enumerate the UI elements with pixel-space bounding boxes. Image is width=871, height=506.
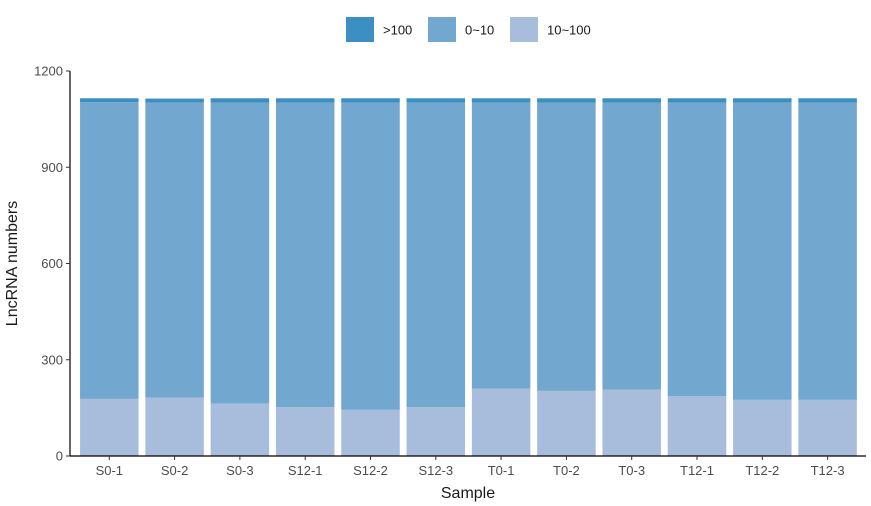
bar-segment [275,102,335,408]
bar-stack-S0-1 [80,98,139,456]
bar-segment [275,98,335,103]
y-tick-label: 1200 [34,64,63,79]
bar-segment [406,102,466,408]
bar-segment [210,102,270,404]
bar-segment [602,389,661,456]
legend-swatch [346,17,374,42]
x-tick-label: S0-2 [161,463,188,478]
y-axis-title: LncRNA numbers [4,201,21,326]
bar-stack-S0-3 [210,98,270,456]
bar-segment [145,397,204,456]
legend-item: 0~10 [428,17,494,42]
bar-segment [733,102,792,400]
bar-segment [798,98,857,103]
y-tick-label: 600 [41,256,63,271]
bar-segment [733,399,792,456]
bar-segment [602,102,661,390]
bar-stack-S12-3 [406,98,466,456]
x-tick-label: T12-3 [811,463,845,478]
bar-segment [210,403,270,456]
bar-segment [145,102,204,398]
bar-segment [406,407,466,456]
bar-stack-T0-3 [602,98,661,456]
bar-stack-S12-2 [341,98,400,456]
x-ticks: S0-1 S0-2 S0-3 S12-1 S12-2 S12-3 T0-1 T0-2 T0-3 T… [96,456,845,478]
x-tick-label: S12-3 [418,463,453,478]
bar-segment [80,98,139,103]
bar-segment [471,102,531,389]
bar-segment [667,396,727,456]
bar-segment [667,102,727,396]
bar-segment [145,98,204,103]
bar-segment [471,98,531,103]
x-tick-label: S0-1 [96,463,123,478]
legend-label: 0~10 [465,23,494,38]
y-tick-label: 0 [56,449,63,464]
bar-stack-T0-1 [471,98,531,457]
y-tick-label: 300 [41,352,63,367]
bar-stack-S12-1 [275,98,335,456]
bars [80,98,857,457]
bar-segment [80,398,139,456]
bar-segment [80,102,139,399]
bar-segment [733,98,792,103]
y-tick-label: 900 [41,160,63,175]
bar-segment [341,409,400,456]
bar-segment [537,102,596,391]
bar-segment [341,98,400,103]
x-tick-label: S12-1 [288,463,323,478]
bar-segment [798,102,857,400]
bar-stack-T12-3 [798,98,857,456]
axes: 0 300 600 900 1200 S0-1 S0-2 S0-3 S12-1 S12-2 S12… [34,64,866,478]
legend-item: 10~100 [510,17,591,42]
x-tick-label: S12-2 [353,463,388,478]
bar-segment [537,390,596,456]
legend-swatch [510,17,538,42]
x-tick-label: T0-3 [618,463,645,478]
bar-segment [341,102,400,410]
bar-segment [210,98,270,103]
bar-stack-T12-2 [733,98,792,456]
bar-segment [602,98,661,103]
legend-swatch [428,17,456,42]
legend: >100 0~10 10~100 [346,17,591,42]
x-axis-title: Sample [441,485,495,502]
x-tick-label: T0-2 [553,463,580,478]
bar-segment [537,98,596,103]
x-tick-label: S0-3 [226,463,253,478]
bar-segment [275,407,335,456]
legend-label: 10~100 [547,23,591,38]
legend-item: >100 [346,17,412,42]
x-tick-label: T12-1 [680,463,714,478]
bar-segment [667,98,727,103]
bar-stack-T0-2 [537,98,596,456]
bar-segment [471,388,531,457]
bar-stack-T12-1 [667,98,727,456]
x-tick-label: T12-2 [745,463,779,478]
x-tick-label: T0-1 [488,463,515,478]
bar-stack-S0-2 [145,98,204,456]
bar-segment [406,98,466,103]
bar-segment [798,399,857,456]
legend-label: >100 [383,23,412,38]
y-ticks: 0 300 600 900 1200 [34,64,70,464]
